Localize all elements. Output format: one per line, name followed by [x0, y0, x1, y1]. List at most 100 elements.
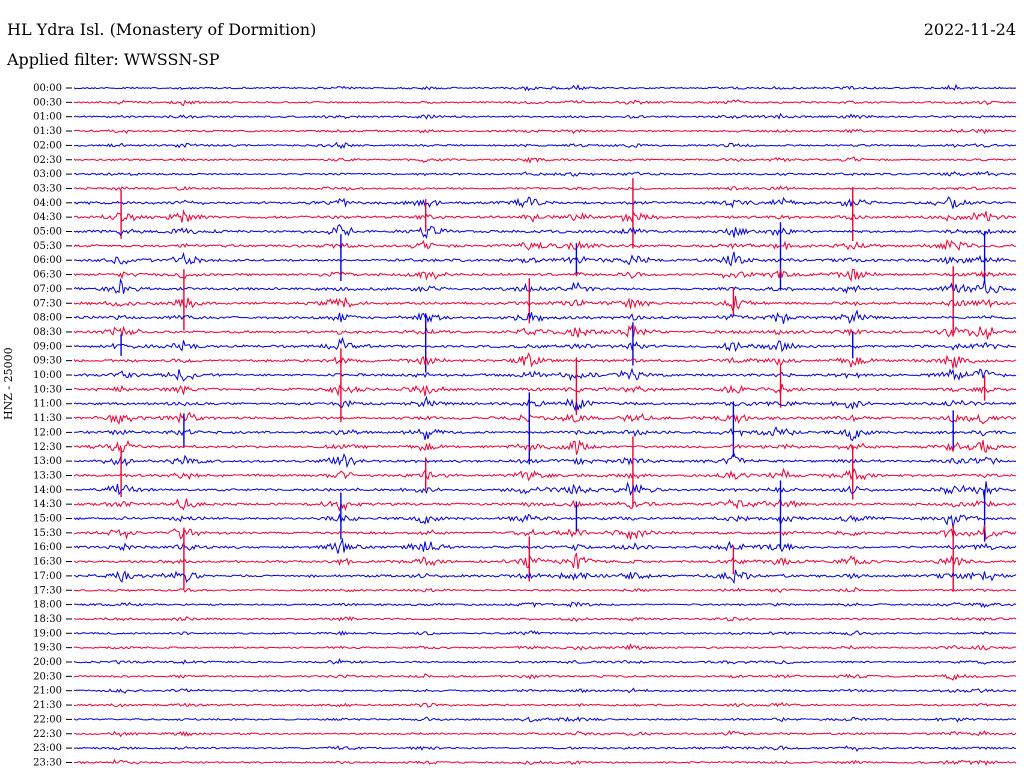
seismic-trace	[73, 251, 1016, 267]
seismic-trace	[73, 112, 1017, 120]
row-time-label: 22:30	[33, 729, 62, 740]
row-time-label: 08:00	[33, 313, 62, 324]
seismic-trace	[73, 601, 1017, 609]
seismic-trace	[73, 426, 1017, 442]
row-time-label: 15:30	[33, 528, 62, 539]
row-time-label: 10:30	[33, 384, 62, 395]
seismic-trace	[73, 185, 1017, 191]
station-title: HL Ydra Isl. (Monastery of Dormition)	[7, 20, 317, 39]
seismic-trace	[74, 481, 1017, 500]
seismic-trace	[73, 497, 1017, 513]
seismic-trace	[73, 268, 1017, 282]
seismic-trace	[73, 383, 1017, 397]
row-time-label: 00:30	[33, 97, 62, 108]
row-time-label: 11:30	[33, 413, 62, 424]
row-time-label: 11:00	[33, 399, 62, 410]
row-time-label: 12:00	[33, 427, 62, 438]
seismic-trace	[73, 223, 1017, 240]
seismic-trace	[73, 569, 1017, 585]
row-time-label: 09:00	[33, 341, 62, 352]
seismic-trace	[73, 537, 1017, 554]
row-time-label: 19:00	[33, 628, 62, 639]
row-time-label: 21:00	[33, 686, 62, 697]
seismic-trace	[73, 128, 1017, 135]
seismic-trace	[73, 309, 1017, 325]
filter-label: Applied filter: WWSSN-SP	[7, 50, 220, 69]
seismic-trace	[73, 673, 1017, 681]
row-time-label: 03:00	[33, 169, 62, 180]
row-time-label: 13:30	[33, 470, 62, 481]
row-time-label: 01:00	[33, 112, 62, 123]
seismic-trace	[73, 395, 1017, 412]
row-time-label: 09:30	[33, 356, 62, 367]
row-time-label: 02:00	[33, 140, 62, 151]
seismic-trace	[73, 83, 1017, 92]
seismic-trace	[73, 615, 1017, 623]
row-time-label: 05:30	[33, 241, 62, 252]
row-time-label: 17:00	[33, 571, 62, 582]
row-time-label: 14:30	[33, 499, 62, 510]
row-time-label: 04:00	[33, 198, 62, 209]
seismic-trace	[73, 336, 1017, 353]
seismic-trace	[73, 758, 1017, 767]
seismic-trace	[73, 657, 1017, 665]
row-time-label: 00:00	[33, 83, 62, 94]
row-time-label: 21:30	[33, 700, 62, 711]
seismic-trace	[73, 352, 1017, 369]
row-time-label: 12:30	[33, 442, 62, 453]
row-time-label: 22:00	[33, 714, 62, 725]
row-time-label: 03:30	[33, 183, 62, 194]
row-time-label: 06:00	[33, 255, 62, 266]
row-time-label: 19:30	[33, 643, 62, 654]
seismic-trace	[73, 238, 1017, 252]
row-time-label: 05:00	[33, 227, 62, 238]
seismic-trace	[74, 729, 1017, 738]
row-time-label: 13:00	[33, 456, 62, 467]
row-time-label: 18:00	[33, 600, 62, 611]
row-time-label: 08:30	[33, 327, 62, 338]
seismic-trace	[73, 196, 1017, 209]
row-time-label: 23:00	[33, 743, 62, 754]
row-time-label: 23:30	[33, 757, 62, 768]
seismic-trace	[73, 552, 1017, 569]
row-time-label: 14:00	[33, 485, 62, 496]
date-label: 2022-11-24	[923, 20, 1016, 39]
row-time-label: 02:30	[33, 155, 62, 166]
row-time-label: 06:30	[33, 270, 62, 281]
seismic-trace	[73, 586, 1017, 594]
seismic-trace	[73, 411, 1017, 426]
row-time-label: 04:30	[33, 212, 62, 223]
seismic-trace	[73, 439, 1017, 455]
seismic-trace	[73, 170, 1017, 177]
row-time-label: 16:00	[33, 542, 62, 553]
seismic-trace	[73, 324, 1017, 340]
seismic-trace	[73, 512, 1017, 529]
seismic-trace	[73, 277, 1017, 294]
row-time-label: 10:00	[33, 370, 62, 381]
seismic-trace	[73, 295, 1017, 312]
seismic-trace	[73, 701, 1017, 708]
row-time-label: 17:30	[33, 585, 62, 596]
row-time-label: 16:30	[33, 557, 62, 568]
seismic-trace	[73, 156, 1017, 164]
seismic-trace	[73, 209, 1017, 224]
row-time-label: 01:30	[33, 126, 62, 137]
seismic-trace	[73, 745, 1017, 753]
row-time-label: 20:30	[33, 671, 62, 682]
row-time-label: 20:00	[33, 657, 62, 668]
seismic-trace	[73, 99, 1016, 107]
seismic-trace	[73, 467, 1016, 482]
seismic-trace	[73, 630, 1017, 637]
seismic-trace	[73, 524, 1017, 541]
seismic-trace	[73, 687, 1017, 694]
seismic-trace	[73, 643, 1017, 651]
seismic-trace	[73, 452, 1017, 469]
row-time-label: 15:00	[33, 514, 62, 525]
seismic-trace	[73, 716, 1017, 723]
seismic-trace	[73, 141, 1016, 150]
row-time-label: 07:30	[33, 298, 62, 309]
row-time-label: 18:30	[33, 614, 62, 625]
row-time-label: 07:00	[33, 284, 62, 295]
seismic-trace	[73, 367, 1017, 382]
